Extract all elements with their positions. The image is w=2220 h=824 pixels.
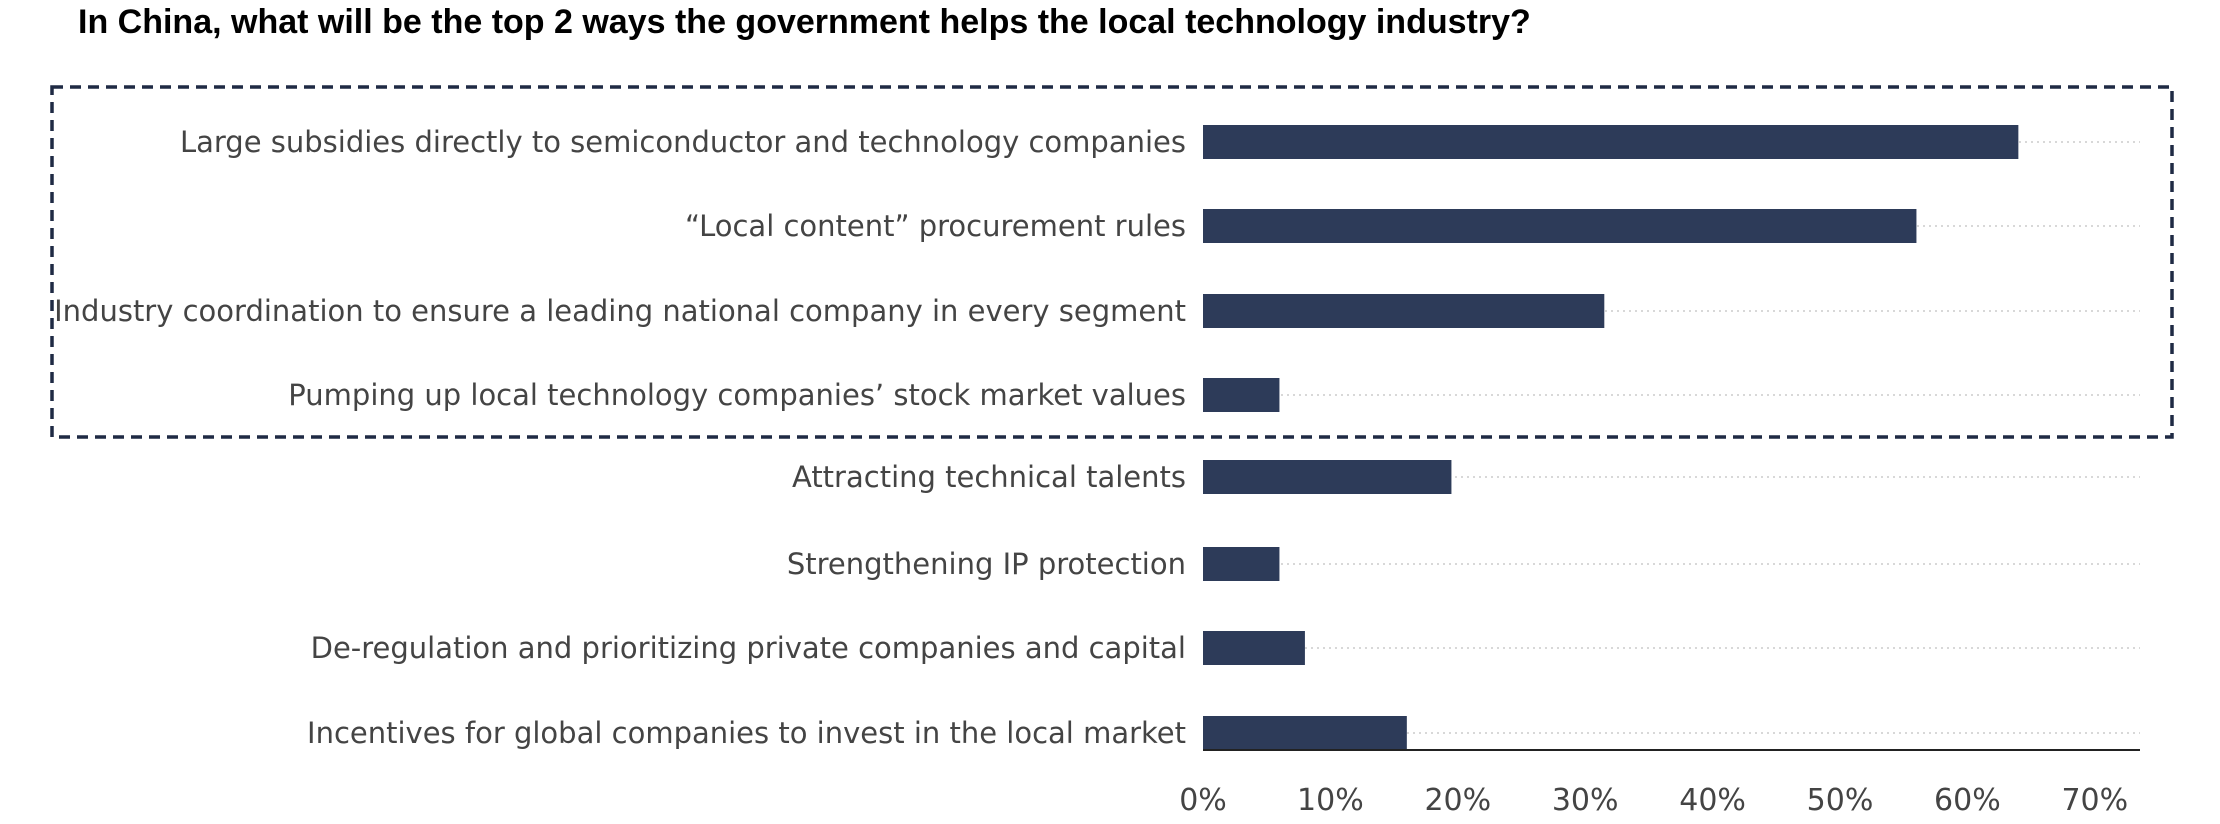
x-tick-label: 30%: [1552, 783, 1619, 818]
bar: [1203, 209, 1917, 243]
bar: [1203, 294, 1605, 328]
category-labels: Large subsidies directly to semiconducto…: [54, 125, 1186, 750]
highlight-box: [50, 85, 2174, 439]
category-label: Industry coordination to ensure a leadin…: [54, 294, 1186, 328]
x-tick-label: 70%: [2061, 783, 2128, 818]
x-tick-label: 50%: [1807, 783, 1874, 818]
x-tick-label: 60%: [1934, 783, 2001, 818]
x-tick-label: 40%: [1679, 783, 1746, 818]
category-label: Large subsidies directly to semiconducto…: [180, 125, 1186, 159]
bar: [1203, 378, 1280, 412]
category-label: Pumping up local technology companies’ s…: [288, 378, 1186, 412]
x-tick-label: 0%: [1179, 783, 1227, 818]
category-label: Incentives for global companies to inves…: [307, 716, 1186, 750]
category-label: De-regulation and prioritizing private c…: [311, 631, 1186, 665]
category-label: Strengthening IP protection: [787, 547, 1186, 581]
bar: [1203, 125, 2019, 159]
category-label: “Local content” procurement rules: [685, 209, 1186, 243]
bar: [1203, 716, 1407, 750]
x-axis: 0% 10% 20% 30% 40% 50% 60% 70%: [1179, 749, 2140, 818]
x-tick-label: 10%: [1297, 783, 1364, 818]
bar: [1203, 547, 1280, 581]
category-label: Attracting technical talents: [792, 460, 1186, 494]
bars: [1203, 125, 2019, 750]
bar: [1203, 460, 1452, 494]
bar: [1203, 631, 1305, 665]
chart-title: In China, what will be the top 2 ways th…: [78, 3, 1531, 41]
highlight-layer: [50, 85, 2174, 439]
x-tick-label: 20%: [1424, 783, 1491, 818]
